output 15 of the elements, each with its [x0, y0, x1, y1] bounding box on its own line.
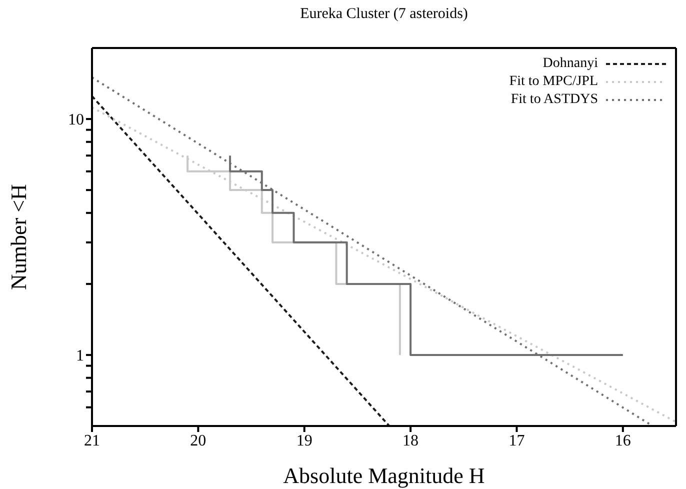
x-tick-label: 18 — [402, 432, 419, 450]
y-axis-title: Number <H — [6, 184, 31, 290]
x-tick-label: 19 — [296, 432, 312, 450]
legend-label: Dohnanyi — [542, 55, 598, 73]
chart-title: Eureka Cluster (7 asteroids) — [299, 6, 469, 23]
line-series — [229, 154, 624, 356]
x-axis-title: Absolute Magnitude H — [283, 463, 485, 488]
x-tick-label: 21 — [84, 432, 100, 450]
y-tick-label: 1 — [76, 348, 84, 365]
x-tick-label: 20 — [190, 432, 206, 450]
x-tick-label: 17 — [508, 432, 525, 450]
legend-label: Fit to ASTDYS — [510, 91, 598, 109]
y-tick-label: 10 — [68, 112, 84, 129]
legend-label: Fit to MPC/JPL — [509, 73, 598, 91]
x-tick-label: 16 — [614, 432, 631, 450]
